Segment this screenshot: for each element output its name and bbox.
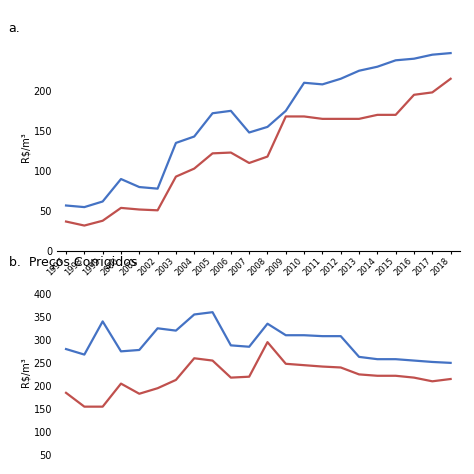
Text: b.  Preços Corrigidos: b. Preços Corrigidos [9, 256, 137, 269]
Y-axis label: R$/m³: R$/m³ [21, 132, 31, 162]
Y-axis label: R$/m³: R$/m³ [20, 357, 31, 387]
Text: a.: a. [9, 22, 20, 35]
Legend: >35 cm, < 35 cm: >35 cm, < 35 cm [174, 328, 343, 346]
